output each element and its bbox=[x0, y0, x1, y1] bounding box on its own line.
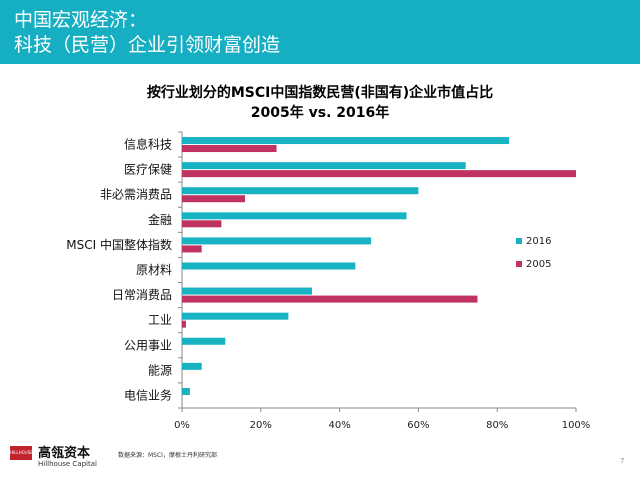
legend-label-2016: 2016 bbox=[526, 236, 551, 247]
bar-2005 bbox=[182, 245, 202, 253]
x-tick-label: 60% bbox=[407, 420, 429, 431]
category-label: 金融 bbox=[148, 212, 172, 227]
bar-2005 bbox=[182, 220, 222, 228]
category-label: 原材料 bbox=[136, 263, 172, 277]
category-label: 非必需消费品 bbox=[100, 188, 172, 202]
banner-title-line-1: 中国宏观经济： bbox=[14, 9, 148, 31]
bar-2016 bbox=[182, 362, 202, 370]
bar-2016 bbox=[182, 312, 289, 320]
x-tick-label: 0% bbox=[174, 420, 190, 431]
bar-2005 bbox=[182, 295, 478, 303]
chart-subtitle: 2005年 vs. 2016年 bbox=[250, 105, 390, 121]
page-number: 7 bbox=[620, 457, 625, 465]
data-source-note: 数据来源：MSCI，摩根士丹利研究部 bbox=[118, 452, 217, 459]
bar-2016 bbox=[182, 162, 466, 170]
bar-2005 bbox=[182, 195, 246, 203]
category-label: MSCI 中国整体指数 bbox=[66, 237, 172, 252]
company-logo-cn: 高瓴资本 bbox=[38, 446, 91, 461]
bar-2005 bbox=[182, 145, 277, 153]
chart-title: 按行业划分的MSCI中国指数民营(非国有)企业市值占比 bbox=[146, 85, 494, 101]
legend-swatch-2016 bbox=[516, 238, 522, 244]
company-logo-mark: HILLHOUSE bbox=[10, 446, 33, 460]
bar-2016 bbox=[182, 187, 419, 195]
legend-label-2005: 2005 bbox=[526, 259, 551, 270]
company-logo-en: Hillhouse Capital bbox=[38, 460, 97, 468]
bar-2016 bbox=[182, 237, 372, 245]
x-tick-label: 20% bbox=[250, 420, 272, 431]
legend-swatch-2005 bbox=[516, 261, 522, 267]
x-tick-label: 80% bbox=[486, 420, 508, 431]
x-tick-label: 40% bbox=[328, 420, 350, 431]
bar-2016 bbox=[182, 137, 510, 145]
x-tick-label: 100% bbox=[562, 420, 591, 431]
category-label: 电信业务 bbox=[124, 387, 172, 402]
bar-2016 bbox=[182, 337, 226, 345]
category-label: 信息科技 bbox=[124, 137, 172, 152]
bar-2016 bbox=[182, 262, 356, 270]
category-label: 能源 bbox=[148, 363, 172, 377]
category-label: 日常消费品 bbox=[112, 288, 172, 302]
bar-2016 bbox=[182, 212, 407, 220]
banner-title-line-2: 科技（民营）企业引领财富创造 bbox=[14, 34, 281, 56]
bar-2016 bbox=[182, 287, 313, 295]
category-label: 公用事业 bbox=[124, 338, 172, 352]
bar-2005 bbox=[182, 320, 186, 328]
category-label: 工业 bbox=[148, 313, 172, 327]
category-label: 医疗保健 bbox=[124, 163, 172, 177]
bar-2005 bbox=[182, 170, 576, 178]
title-banner: 中国宏观经济： 科技（民营）企业引领财富创造 bbox=[0, 0, 640, 64]
bar-2016 bbox=[182, 387, 190, 395]
